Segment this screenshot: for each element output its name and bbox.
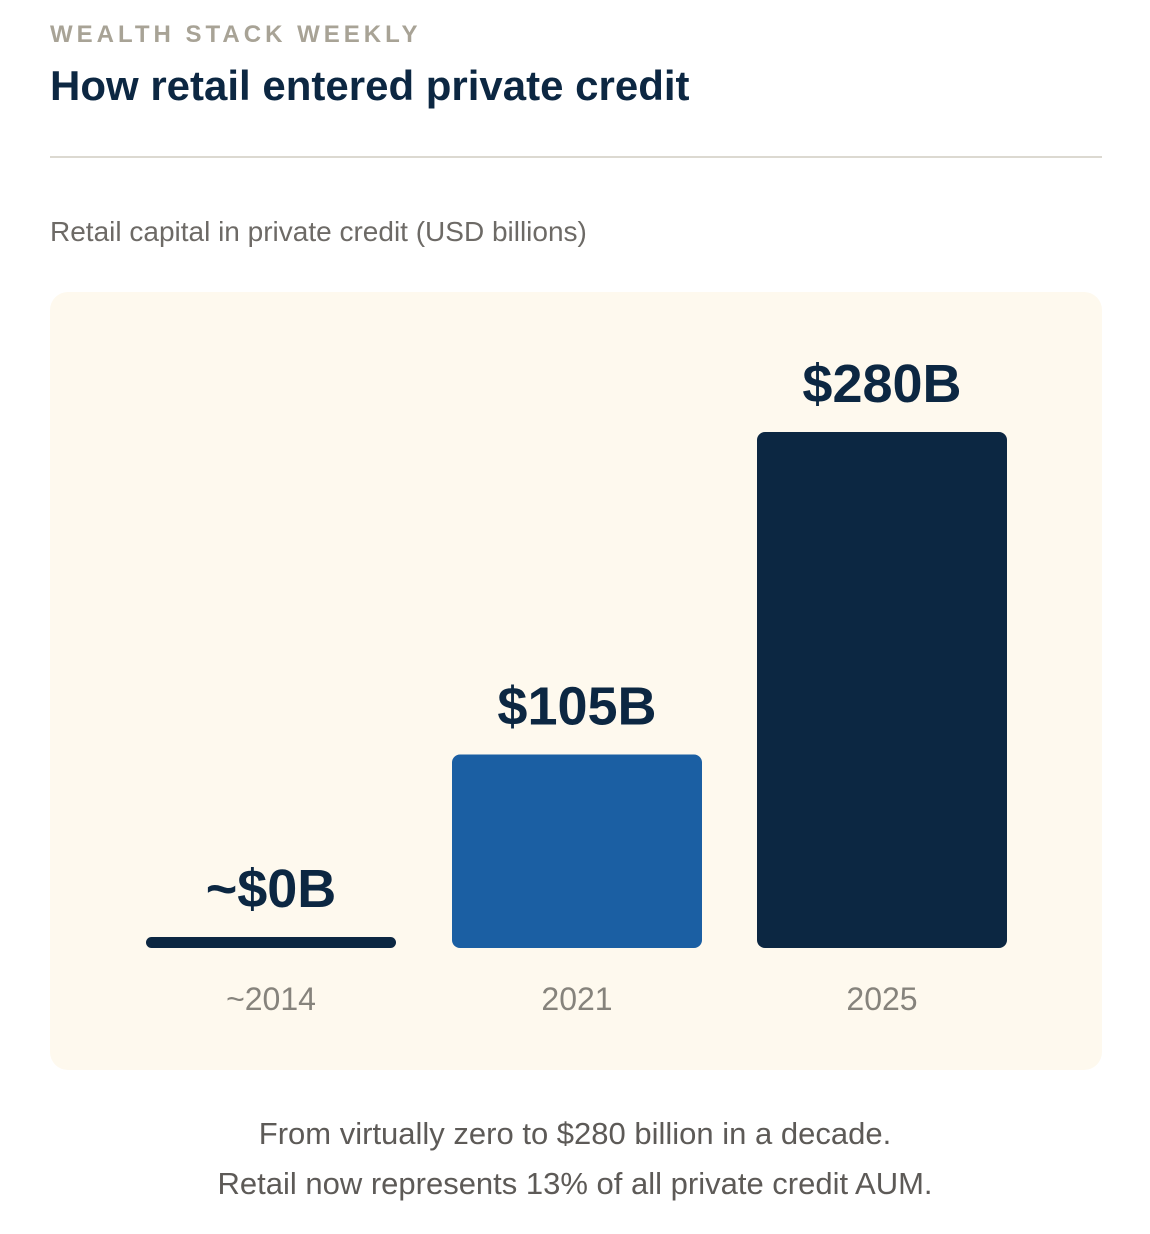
bar-value-label: ~$0B xyxy=(206,859,337,919)
divider xyxy=(50,156,1102,158)
bar-1 xyxy=(146,937,396,948)
page-title: How retail entered private credit xyxy=(50,62,690,109)
bar-3 xyxy=(757,432,1007,948)
category-label: 2021 xyxy=(541,981,612,1017)
chart-subtitle: Retail capital in private credit (USD bi… xyxy=(50,216,587,247)
category-label: 2025 xyxy=(846,981,917,1017)
bar-value-label: $280B xyxy=(802,354,961,414)
eyebrow-label: WEALTH STACK WEEKLY xyxy=(50,21,422,48)
bar-2 xyxy=(452,754,702,948)
bar-chart: ~$0B ~2014 $105B 2021 $280B 2025 xyxy=(146,354,1007,1017)
chart-panel: ~$0B ~2014 $105B 2021 $280B 2025 xyxy=(50,292,1102,1070)
caption-line-1: From virtually zero to $280 billion in a… xyxy=(258,1116,892,1151)
category-label: ~2014 xyxy=(226,981,316,1017)
bar-value-label: $105B xyxy=(497,677,656,737)
caption-line-2: Retail now represents 13% of all private… xyxy=(217,1166,933,1201)
